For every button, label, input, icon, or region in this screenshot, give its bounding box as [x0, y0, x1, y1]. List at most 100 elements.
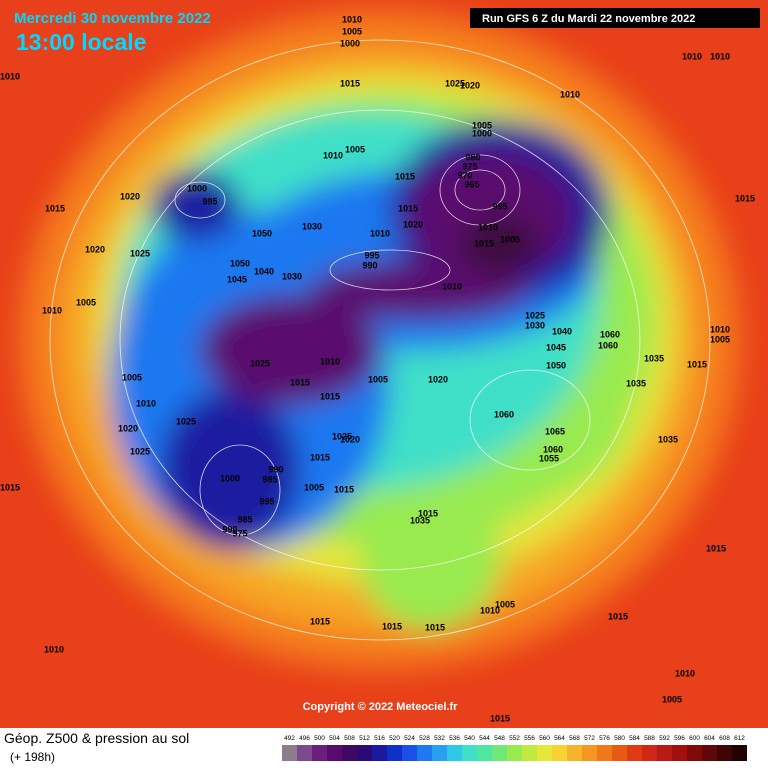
- scale-swatch: [612, 745, 627, 761]
- scale-label: 576: [599, 735, 610, 742]
- isobar-label: 1025: [176, 416, 196, 426]
- isobar-label: 1000: [220, 473, 240, 483]
- isobar-label: 1030: [525, 320, 545, 330]
- isobar-label: 1050: [230, 258, 250, 268]
- isobar-label: 1015: [45, 203, 65, 213]
- isobar-label: 1020: [460, 80, 480, 90]
- scale-label: 524: [404, 735, 415, 742]
- scale-label: 496: [299, 735, 310, 742]
- scale-swatch: [657, 745, 672, 761]
- isobar-label: 1035: [410, 515, 430, 525]
- isobar-label: 1015: [310, 616, 330, 626]
- isobar-label: 1010: [42, 305, 62, 315]
- isobar-label: 1005: [710, 334, 730, 344]
- isobar-label: 990: [222, 524, 237, 534]
- isobar-label: 1030: [302, 221, 322, 231]
- isobar-label: 1025: [130, 446, 150, 456]
- isobar-label: 970: [457, 170, 472, 180]
- legend-lead: (+ 198h): [10, 750, 55, 764]
- isobar-label: 1000: [472, 128, 492, 138]
- scale-swatch: [327, 745, 342, 761]
- isobar-label: 1015: [425, 622, 445, 632]
- isobar-label: 1005: [500, 234, 520, 244]
- scale-label: 592: [659, 735, 670, 742]
- isobar-label: 1025: [525, 310, 545, 320]
- isobar-label: 1000: [340, 38, 360, 48]
- isobar-label: 975: [462, 161, 477, 171]
- scale-label: 528: [419, 735, 430, 742]
- scale-label: 532: [434, 735, 445, 742]
- scale-label: 588: [644, 735, 655, 742]
- isobar-label: 1020: [403, 219, 423, 229]
- isobar-label: 1035: [658, 434, 678, 444]
- isobar-label: 1015: [687, 359, 707, 369]
- isobar-label: 995: [202, 196, 217, 206]
- scale-swatch: [642, 745, 657, 761]
- scale-swatch: [282, 745, 297, 761]
- isobar-label: 1015: [735, 193, 755, 203]
- copyright: Copyright © 2022 Meteociel.fr: [303, 701, 459, 713]
- isobar-label: 1010: [480, 605, 500, 615]
- isobar-label: 1010: [44, 644, 64, 654]
- isobar-label: 1005: [342, 26, 362, 36]
- isobar-label: 1045: [546, 342, 566, 352]
- isobar-label: 980: [465, 152, 480, 162]
- scale-label: 512: [359, 735, 370, 742]
- isobar-label: 990: [362, 260, 377, 270]
- scale-label: 508: [344, 735, 355, 742]
- isobar-label: 1060: [598, 340, 618, 350]
- isobar-label: 1010: [320, 356, 340, 366]
- isobar-label: 1015: [382, 621, 402, 631]
- scale-label: 612: [734, 735, 745, 742]
- scale-label: 556: [524, 735, 535, 742]
- scale-swatch: [687, 745, 702, 761]
- scale-label: 568: [569, 735, 580, 742]
- isobar-label: 1015: [334, 484, 354, 494]
- isobar-label: 1020: [340, 434, 360, 444]
- color-scale: 492 496 500 504 508 512 516 520 524 528 532 536 540 5…: [282, 735, 747, 761]
- isobar-label: 995: [259, 496, 274, 506]
- scale-label: 604: [704, 735, 715, 742]
- scale-swatch: [597, 745, 612, 761]
- isobar-label: 1005: [368, 374, 388, 384]
- isobar-label: 1015: [418, 508, 438, 518]
- isobar-label: 1010: [0, 71, 20, 81]
- isobar-label: 1010: [136, 398, 156, 408]
- isobar-label: 1015: [474, 238, 494, 248]
- scale-swatch: [732, 745, 747, 761]
- isobar-label: 1060: [543, 444, 563, 454]
- scale-swatch: [402, 745, 417, 761]
- scale-label: 536: [449, 735, 460, 742]
- scale-swatch: [447, 745, 462, 761]
- isobar-label: 1015: [398, 203, 418, 213]
- scale-label: 548: [494, 735, 505, 742]
- isobar-label: 995: [492, 201, 507, 211]
- scale-swatch: [567, 745, 582, 761]
- scale-label: 500: [314, 735, 325, 742]
- scale-swatch: [297, 745, 312, 761]
- isobar-label: 1005: [122, 372, 142, 382]
- isobar-label: 1015: [310, 452, 330, 462]
- isobar-label: 1010: [442, 281, 462, 291]
- isobar-label: 1010: [323, 150, 343, 160]
- isobar-label: 1060: [600, 329, 620, 339]
- scale-label: 572: [584, 735, 595, 742]
- isobar-label: 965: [464, 179, 479, 189]
- isobar-label: 1005: [304, 482, 324, 492]
- scale-swatch: [672, 745, 687, 761]
- scale-swatch: [702, 745, 717, 761]
- scale-swatch: [507, 745, 522, 761]
- isobar-label: 1010: [478, 222, 498, 232]
- isobar-label: 1005: [495, 599, 515, 609]
- isobar-label: 1010: [342, 14, 362, 24]
- isobar-label: 1025: [445, 78, 465, 88]
- isobar-label: 1020: [85, 244, 105, 254]
- scale-swatch: [627, 745, 642, 761]
- isobar-label: 1015: [490, 713, 510, 723]
- isobar-label: 1005: [472, 120, 492, 130]
- isobar-label: 1025: [250, 358, 270, 368]
- isobar-label: 1010: [710, 51, 730, 61]
- isobar-label: 1015: [340, 78, 360, 88]
- scale-label: 552: [509, 735, 520, 742]
